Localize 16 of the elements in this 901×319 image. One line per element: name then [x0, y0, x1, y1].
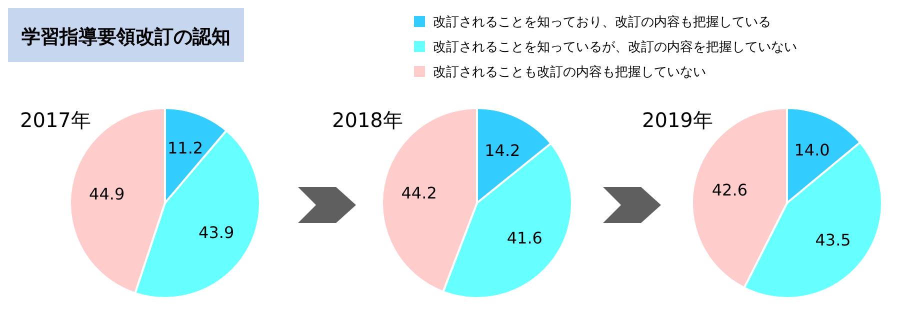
data-label: 44.2	[401, 183, 437, 202]
data-label: 42.6	[712, 180, 748, 200]
data-label: 44.9	[89, 184, 125, 204]
text: 2017年	[20, 108, 91, 132]
chart-title: 2019年	[642, 108, 713, 132]
data-label: 14.0	[794, 140, 830, 160]
legend-label: 改訂されることを知っており、改訂の内容も把握している	[433, 14, 771, 30]
data-label: 11.2	[167, 138, 204, 158]
legend-label: 改訂されることも改訂の内容も把握していない	[433, 64, 706, 80]
data-label: 41.6	[506, 228, 542, 248]
data-label: 14.2	[484, 140, 520, 160]
text: 学習指導要領改訂の認知	[22, 26, 230, 48]
legend-label: 改訂されることを知っているが、改訂の内容を把握していない	[433, 39, 797, 55]
data-label: 43.9	[198, 222, 234, 242]
chart-title: 2018年	[332, 108, 403, 132]
data-label: 43.5	[815, 230, 851, 250]
